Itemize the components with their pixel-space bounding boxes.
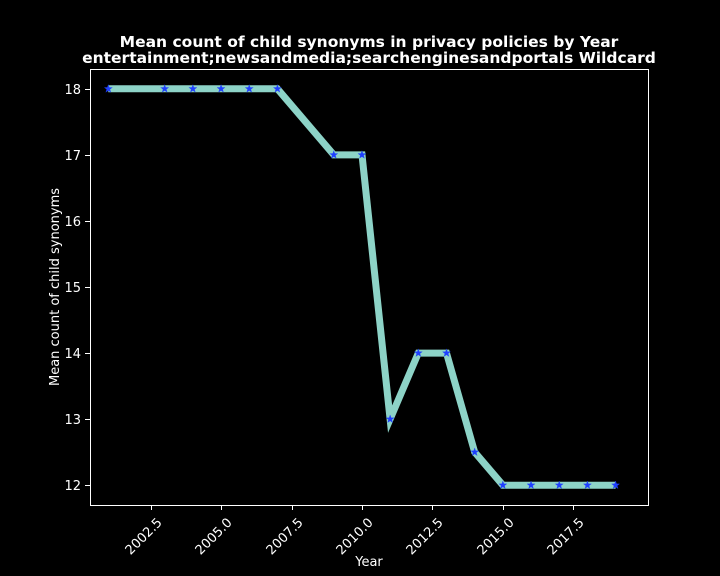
x-tick-label: 2010.0 bbox=[334, 515, 377, 558]
x-axis: 2002.5 2005.0 2007.5 2010.0 2012.5 2015.0 2017… bbox=[123, 505, 588, 558]
x-axis-label: Year bbox=[354, 555, 383, 570]
y-tick-label: 17 bbox=[64, 149, 81, 164]
x-tick-label: 2002.5 bbox=[123, 515, 166, 558]
data-point-marker bbox=[160, 84, 170, 93]
data-point-marker bbox=[385, 414, 395, 423]
chart-subtitle: entertainment;newsandmedia;searchengines… bbox=[82, 49, 656, 67]
data-point-marker bbox=[216, 84, 226, 93]
x-tick-label: 2012.5 bbox=[404, 515, 447, 558]
y-tick-label: 14 bbox=[64, 347, 81, 362]
plot-area-frame bbox=[90, 69, 649, 506]
y-tick-label: 13 bbox=[64, 413, 81, 428]
x-tick-label: 2005.0 bbox=[193, 515, 236, 558]
data-point-marker bbox=[188, 84, 198, 93]
chart-title: Mean count of child synonyms in privacy … bbox=[120, 33, 619, 51]
data-point-marker bbox=[526, 480, 536, 489]
data-point-marker bbox=[611, 480, 621, 489]
data-point-marker bbox=[582, 480, 592, 489]
data-point-marker bbox=[470, 447, 480, 456]
data-point-marker bbox=[244, 84, 254, 93]
y-tick-label: 18 bbox=[64, 83, 81, 98]
y-axis-label: Mean count of child synonyms bbox=[48, 188, 63, 386]
data-point-marker bbox=[272, 84, 282, 93]
x-tick-label: 2017.5 bbox=[545, 515, 588, 558]
data-point-marker bbox=[103, 84, 113, 93]
x-tick-label: 2007.5 bbox=[264, 515, 307, 558]
data-point-marker bbox=[329, 150, 339, 159]
y-tick-label: 16 bbox=[64, 215, 81, 230]
series-layer bbox=[103, 84, 621, 489]
data-point-marker bbox=[413, 348, 423, 357]
y-axis: 12 13 14 15 16 17 18 bbox=[64, 83, 90, 494]
y-tick-label: 12 bbox=[64, 479, 81, 494]
y-tick-label: 15 bbox=[64, 281, 81, 296]
data-point-marker bbox=[442, 348, 451, 357]
data-point-marker bbox=[554, 480, 564, 489]
data-point-marker bbox=[498, 480, 508, 489]
series-line bbox=[108, 85, 616, 489]
x-tick-label: 2015.0 bbox=[475, 515, 518, 558]
data-point-marker bbox=[357, 150, 367, 159]
